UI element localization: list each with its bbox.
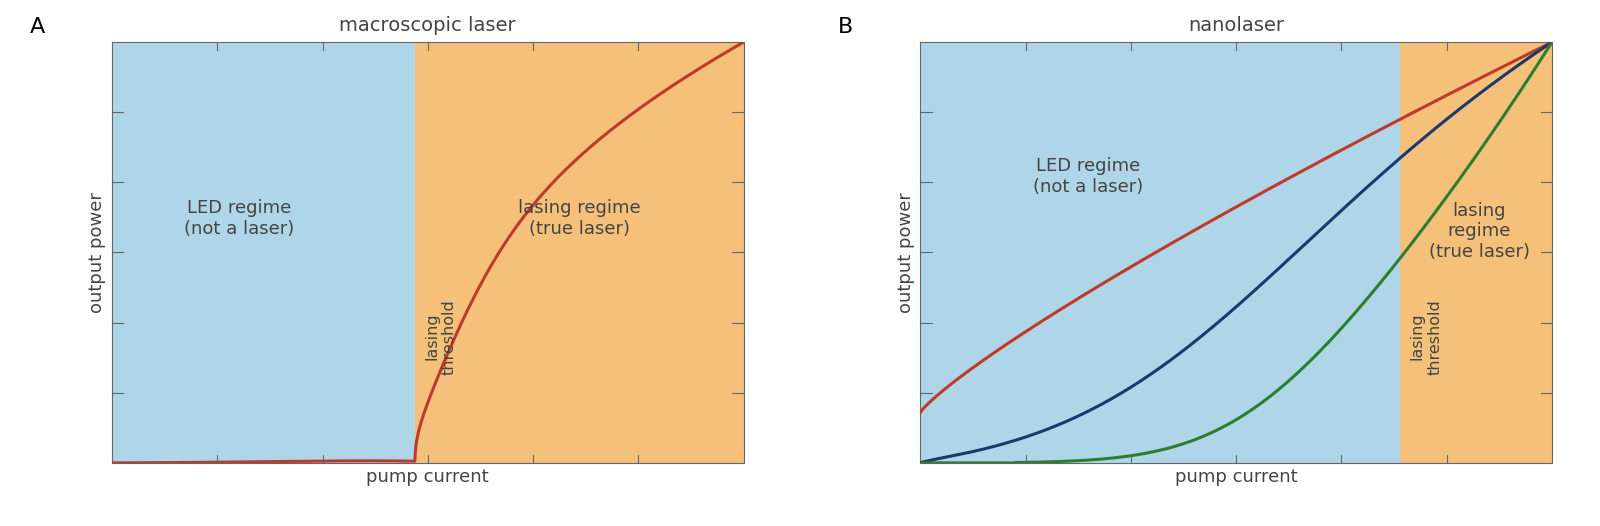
Bar <box>1400 42 1552 463</box>
Text: B: B <box>838 17 853 37</box>
Bar <box>414 42 744 463</box>
Text: lasing
regime
(true laser): lasing regime (true laser) <box>1429 201 1530 261</box>
Text: A: A <box>30 17 45 37</box>
Title: nanolaser: nanolaser <box>1189 16 1285 35</box>
Bar <box>920 42 1400 463</box>
Text: lasing
threshold: lasing threshold <box>424 299 458 375</box>
Text: lasing
threshold: lasing threshold <box>1410 299 1442 375</box>
Y-axis label: output power: output power <box>88 192 107 313</box>
Text: LED regime
(not a laser): LED regime (not a laser) <box>184 199 294 238</box>
Text: lasing regime
(true laser): lasing regime (true laser) <box>518 199 640 238</box>
Title: macroscopic laser: macroscopic laser <box>339 16 517 35</box>
X-axis label: pump current: pump current <box>366 469 490 487</box>
Text: LED regime
(not a laser): LED regime (not a laser) <box>1034 157 1144 196</box>
Y-axis label: output power: output power <box>898 192 915 313</box>
Bar <box>112 42 414 463</box>
X-axis label: pump current: pump current <box>1174 469 1298 487</box>
